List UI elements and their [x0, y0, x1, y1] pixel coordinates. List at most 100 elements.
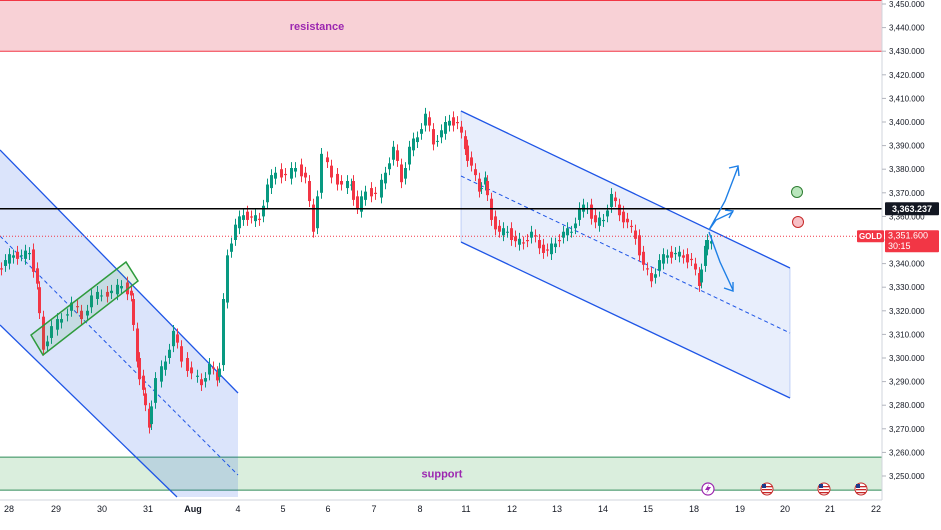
candle-body: [374, 192, 377, 194]
right-channel-lower-line[interactable]: [460, 241, 791, 399]
candle-body: [522, 242, 525, 244]
candle-body: [316, 196, 319, 229]
candle-body: [650, 273, 653, 282]
time-label: 8: [417, 504, 422, 514]
candle-body: [466, 145, 469, 161]
price-tick-label: 3,300.000: [889, 354, 925, 363]
candle-body: [242, 215, 245, 220]
left-channel-upper-line[interactable]: [0, 149, 239, 394]
candle-body: [110, 290, 113, 294]
time-axis[interactable]: [0, 500, 882, 525]
right-channel-mid-line: [460, 175, 791, 334]
time-label: 19: [735, 504, 745, 514]
support-zone[interactable]: [0, 457, 882, 491]
time-label: 12: [507, 504, 517, 514]
candle-body: [42, 316, 45, 350]
candle-body: [294, 168, 297, 172]
candle-body: [308, 181, 311, 202]
candle-body: [86, 310, 89, 316]
candle-body: [498, 225, 501, 232]
candle-body: [578, 208, 581, 220]
candle-body: [494, 216, 497, 230]
bull-flag-box[interactable]: [30, 260, 139, 357]
candle-body: [460, 126, 463, 133]
candle-body: [408, 146, 411, 165]
time-label: 18: [689, 504, 699, 514]
candle-body: [204, 378, 207, 382]
resistance-label: resistance: [290, 21, 344, 33]
candle-body: [630, 225, 633, 228]
green-target-marker[interactable]: [791, 186, 803, 198]
price-tick-label: 3,430.000: [889, 47, 925, 56]
candle-body: [250, 216, 253, 218]
candle-body: [470, 157, 473, 166]
us-flag-icon-22[interactable]: [854, 482, 868, 496]
candle-body: [80, 310, 83, 320]
candle-body: [658, 260, 661, 271]
candle-body: [138, 358, 141, 380]
candle-body: [666, 255, 669, 258]
candle-body: [700, 269, 703, 283]
candle-body: [60, 319, 63, 323]
candle-body: [230, 243, 233, 252]
candle-body: [478, 178, 481, 192]
left-channel-lower-line[interactable]: [0, 324, 178, 498]
candle-body: [546, 249, 549, 251]
candle-body: [218, 368, 221, 377]
candle-body: [106, 291, 109, 297]
price-tick-label: 3,340.000: [889, 260, 925, 269]
candle-body: [364, 191, 367, 200]
candle-body: [594, 215, 597, 223]
candle-body: [706, 240, 709, 250]
candle-body: [444, 122, 447, 134]
candle-body: [526, 240, 529, 242]
price-tick-label: 3,440.000: [889, 24, 925, 33]
us-flag-icon-21[interactable]: [817, 482, 831, 496]
candle-body: [136, 328, 139, 362]
candle-body: [0, 268, 3, 270]
price-tick-label: 3,410.000: [889, 94, 925, 103]
time-label: 30: [97, 504, 107, 514]
candle-body: [24, 250, 27, 259]
price-tick-label: 3,360.000: [889, 212, 925, 221]
candle-body: [238, 216, 241, 229]
candle-body: [670, 251, 673, 258]
candle-body: [190, 367, 193, 374]
candle-body: [196, 375, 199, 377]
candle-body: [100, 295, 103, 297]
candle-body: [370, 188, 373, 197]
time-label: 15: [643, 504, 653, 514]
candle-body: [554, 243, 557, 248]
candle-body: [120, 286, 123, 289]
candle-body: [570, 231, 573, 233]
price-tick-label: 3,320.000: [889, 307, 925, 316]
candle-body: [258, 218, 261, 220]
us-flag-icon-19[interactable]: [760, 482, 774, 496]
candle-body: [164, 361, 167, 370]
candle-body: [76, 306, 79, 308]
candle-body: [634, 230, 637, 239]
candle-body: [598, 217, 601, 226]
candle-body: [262, 205, 265, 217]
forecast-arrow-mid-path: [708, 211, 734, 231]
candle-body: [212, 367, 215, 369]
candle-body: [428, 117, 431, 126]
candle-body: [542, 244, 545, 253]
price-tick-label: 3,380.000: [889, 165, 925, 174]
right-channel-upper-line[interactable]: [460, 110, 791, 269]
candle-body: [304, 172, 307, 178]
candle-body: [300, 164, 303, 177]
candle-body: [574, 223, 577, 229]
candle-body: [70, 302, 73, 311]
candle-body: [32, 249, 35, 272]
current-price-badge: GOLD 3,351.600 30:15: [857, 230, 939, 253]
resistance-zone[interactable]: [0, 0, 882, 52]
price-tick-label: 3,330.000: [889, 283, 925, 292]
candle-body: [180, 346, 183, 362]
candle-body: [562, 231, 565, 238]
candle-body: [486, 181, 489, 196]
time-label: Aug: [184, 504, 202, 514]
red-target-marker[interactable]: [792, 216, 804, 228]
